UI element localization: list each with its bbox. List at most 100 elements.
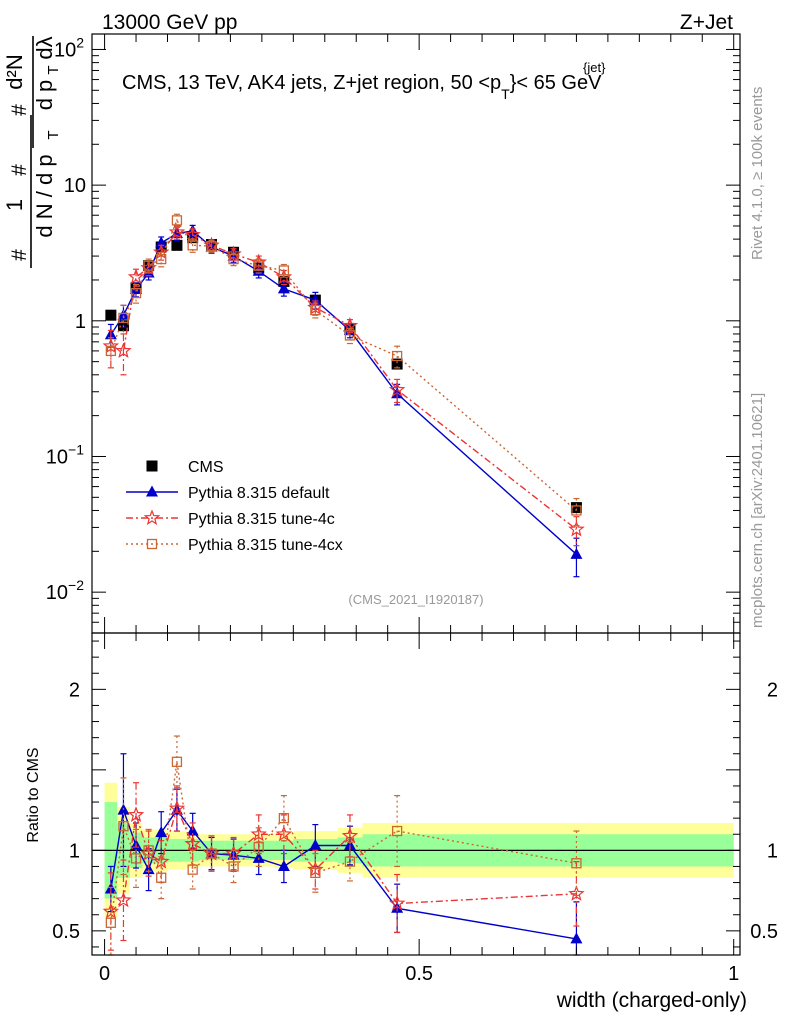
data-point — [130, 287, 142, 299]
ratio-point — [343, 839, 356, 851]
series-3 — [105, 213, 582, 527]
svg-text:#: # — [8, 104, 31, 116]
ratio-point — [278, 813, 290, 824]
x-axis-label: width (charged-only) — [556, 989, 747, 1012]
ratio-point — [186, 824, 199, 836]
ratio-series-3 — [105, 735, 582, 956]
ratio-point — [391, 825, 403, 837]
legend-entry-0: CMS — [146, 459, 224, 476]
ratio-point — [253, 841, 264, 853]
legend-entry-3: Pythia 8.315 tune-4cx — [126, 537, 343, 554]
data-point — [105, 309, 117, 321]
data-point — [225, 245, 242, 262]
ratio-point — [277, 859, 290, 871]
ratio-point — [102, 902, 120, 919]
data-point — [570, 502, 582, 514]
data-point — [171, 215, 183, 226]
ratio-point — [187, 864, 198, 875]
legend: CMS Pythia 8.315 default Pythia 8.315 tune… — [126, 459, 343, 554]
plot-title: CMS, 13 TeV, AK4 jets, Z+jet region, 50 … — [122, 60, 606, 102]
ratio-point — [152, 852, 170, 869]
legend-marker — [146, 460, 158, 472]
svg-text:d N / d p: d N / d p — [32, 154, 57, 237]
ratio-point — [344, 856, 356, 867]
data-point — [571, 505, 582, 516]
data-point — [253, 260, 264, 271]
svg-text:#: # — [8, 249, 31, 261]
svg-text:dλ: dλ — [32, 36, 57, 59]
main-y-axis-label: # # 1 d N / d p T # d²N d p T dλ — [2, 36, 62, 268]
title-sub: T — [501, 86, 510, 102]
analysis-id: (CMS_2021_I1920187) — [348, 592, 483, 607]
ratio-point — [143, 845, 154, 856]
ratio-point — [127, 806, 145, 822]
svg-text:T: T — [45, 65, 62, 74]
data-point — [117, 308, 130, 320]
rivet-version-label: Rivet 4.1.0, ≥ 100k events — [749, 87, 766, 260]
legend-label: CMS — [188, 459, 224, 476]
ratio-point — [309, 839, 322, 851]
title-tail: }< 65 GeV — [510, 72, 602, 94]
ratio-frame — [91, 632, 741, 956]
legend-marker — [146, 485, 158, 497]
svg-text:1: 1 — [2, 199, 27, 211]
ratio-y-tick-label: 1 — [69, 840, 80, 862]
data-point — [388, 381, 406, 397]
data-point — [187, 240, 198, 251]
y-tick-label: 102 — [54, 34, 84, 61]
ratio-point — [310, 867, 321, 879]
ratio-point — [388, 894, 406, 911]
data-point — [344, 330, 356, 341]
ratio-y-tick-label: 2 — [69, 679, 80, 701]
data-point — [570, 547, 583, 559]
data-point — [115, 342, 132, 358]
ratio-point — [105, 917, 117, 928]
process-label: Z+Jet — [680, 11, 733, 34]
legend-label: Pythia 8.315 tune-4c — [188, 511, 335, 528]
data-point — [118, 312, 129, 324]
ratio-point — [184, 835, 201, 851]
title-sup: {jet} — [583, 60, 606, 75]
data-point — [156, 253, 167, 265]
legend-label: Pythia 8.315 tune-4cx — [188, 537, 343, 554]
svg-text:d p: d p — [32, 80, 57, 111]
svg-text:CMS, 13 TeV, AK4 jets, Z+jet r: CMS, 13 TeV, AK4 jets, Z+jet region, 50 … — [122, 72, 602, 102]
data-point — [391, 350, 403, 362]
main-panel: 10−2 10−1 1 10 102 — [46, 33, 741, 634]
svg-text:T: T — [45, 130, 62, 139]
ratio-point — [252, 851, 265, 863]
ratio-y-tick-label-right: 0.5 — [750, 921, 778, 943]
data-point — [127, 268, 145, 285]
legend-marker — [146, 538, 158, 550]
ratio-point — [156, 872, 167, 883]
ratio-point — [570, 932, 583, 944]
legend-entry-1: Pythia 8.315 default — [126, 485, 330, 502]
x-tick-label: 0 — [99, 963, 110, 985]
ratio-y-axis-label: Ratio to CMS — [25, 747, 42, 842]
ratio-point — [168, 799, 186, 816]
data-point — [168, 223, 186, 240]
x-tick-label: 1 — [728, 963, 739, 985]
y-tick-label: 10 — [64, 175, 86, 197]
energy-label: 13000 GeV pp — [102, 11, 237, 34]
ratio-point — [571, 858, 582, 869]
ratio-y-tick-label-right: 1 — [767, 840, 778, 862]
data-point — [105, 345, 117, 357]
data-point — [143, 260, 154, 271]
legend-entry-2: Pythia 8.315 tune-4c — [126, 509, 335, 528]
x-tick-label: 0.5 — [405, 963, 433, 985]
data-point — [309, 293, 322, 305]
ratio-point — [341, 827, 359, 843]
legend-marker — [143, 509, 161, 526]
ratio-point — [155, 826, 168, 838]
ratio-panel: 0.5 0.5 1 1 2 2 0 0.5 1 — [52, 632, 778, 985]
mcplots-label: mcplots.cern.ch [arXiv:2401.10621] — [749, 393, 766, 628]
data-point — [391, 358, 403, 370]
ratio-point — [206, 848, 217, 859]
y-tick-label: 1 — [75, 311, 86, 333]
ratio-point — [130, 853, 142, 864]
data-point — [278, 265, 290, 276]
data-point — [228, 253, 239, 265]
data-point — [152, 243, 170, 260]
